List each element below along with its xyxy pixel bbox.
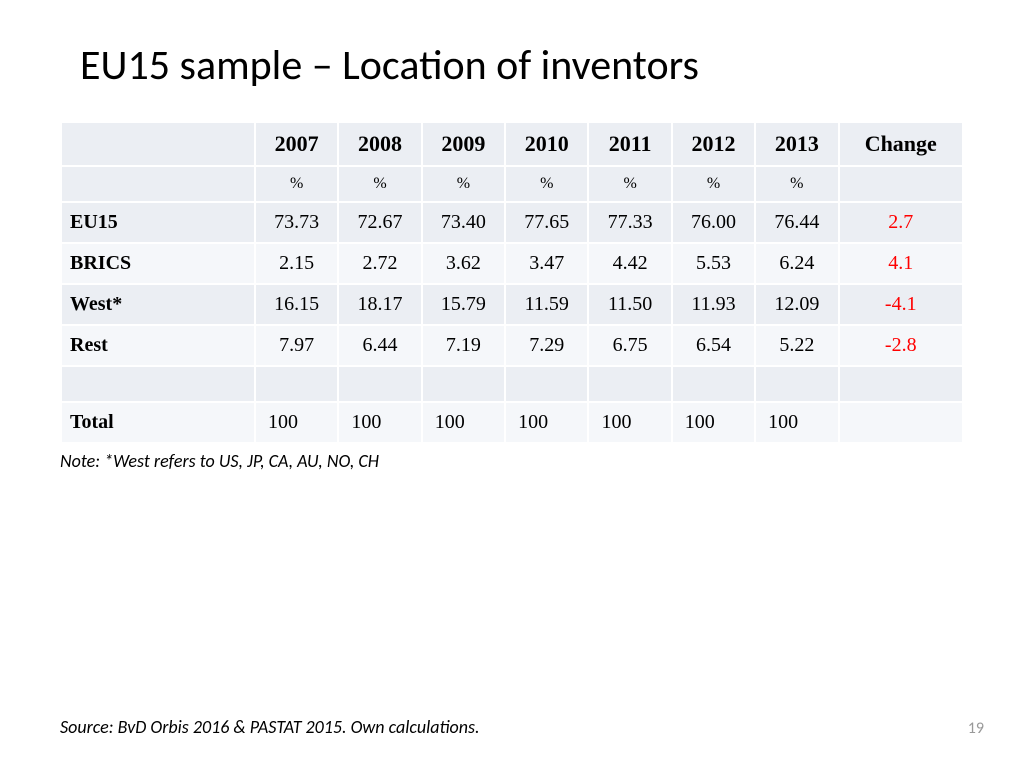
- change-cell: 2.7: [839, 202, 963, 243]
- cell: 18.17: [338, 284, 421, 325]
- cell: 2.72: [338, 243, 421, 284]
- row-label: BRICS: [61, 243, 255, 284]
- year-header: 2008: [338, 122, 421, 166]
- table-row: West* 16.15 18.17 15.79 11.59 11.50 11.9…: [61, 284, 963, 325]
- slide-title: EU15 sample – Location of inventors: [80, 40, 964, 91]
- row-label: West*: [61, 284, 255, 325]
- row-label: Rest: [61, 325, 255, 366]
- total-cell: 100: [588, 402, 671, 443]
- cell: 73.40: [422, 202, 505, 243]
- unit-cell: %: [255, 166, 338, 202]
- cell: 77.33: [588, 202, 671, 243]
- unit-cell: %: [505, 166, 588, 202]
- unit-cell: %: [588, 166, 671, 202]
- total-cell: 100: [672, 402, 755, 443]
- cell: 76.00: [672, 202, 755, 243]
- table-row: EU15 73.73 72.67 73.40 77.65 77.33 76.00…: [61, 202, 963, 243]
- cell: 72.67: [338, 202, 421, 243]
- cell: 5.53: [672, 243, 755, 284]
- change-cell: -4.1: [839, 284, 963, 325]
- cell: 7.29: [505, 325, 588, 366]
- source-text: Source: BvD Orbis 2016 & PASTAT 2015. Ow…: [60, 716, 480, 738]
- cell: 15.79: [422, 284, 505, 325]
- unit-cell: %: [672, 166, 755, 202]
- header-empty: [61, 122, 255, 166]
- year-header: 2009: [422, 122, 505, 166]
- subheader-empty: [61, 166, 255, 202]
- cell: 6.24: [755, 243, 838, 284]
- cell: 7.97: [255, 325, 338, 366]
- table-subheader-row: % % % % % % %: [61, 166, 963, 202]
- change-cell: -2.8: [839, 325, 963, 366]
- change-header: Change: [839, 122, 963, 166]
- table-header-row: 2007 2008 2009 2010 2011 2012 2013 Chang…: [61, 122, 963, 166]
- cell: 11.59: [505, 284, 588, 325]
- year-header: 2010: [505, 122, 588, 166]
- unit-empty: [839, 166, 963, 202]
- cell: 3.47: [505, 243, 588, 284]
- cell: 16.15: [255, 284, 338, 325]
- spacer-row: [61, 366, 963, 402]
- footnote: Note: *West refers to US, JP, CA, AU, NO…: [60, 450, 964, 472]
- total-row: Total 100 100 100 100 100 100 100: [61, 402, 963, 443]
- year-header: 2007: [255, 122, 338, 166]
- unit-cell: %: [422, 166, 505, 202]
- cell: 76.44: [755, 202, 838, 243]
- cell: 12.09: [755, 284, 838, 325]
- cell: 3.62: [422, 243, 505, 284]
- cell: 4.42: [588, 243, 671, 284]
- cell: 2.15: [255, 243, 338, 284]
- cell: 11.93: [672, 284, 755, 325]
- total-cell: 100: [755, 402, 838, 443]
- total-change: [839, 402, 963, 443]
- cell: 5.22: [755, 325, 838, 366]
- slide-container: EU15 sample – Location of inventors 2007…: [0, 0, 1024, 768]
- cell: 6.75: [588, 325, 671, 366]
- cell: 6.54: [672, 325, 755, 366]
- unit-cell: %: [755, 166, 838, 202]
- total-cell: 100: [422, 402, 505, 443]
- cell: 73.73: [255, 202, 338, 243]
- inventors-table: 2007 2008 2009 2010 2011 2012 2013 Chang…: [60, 121, 964, 444]
- cell: 6.44: [338, 325, 421, 366]
- cell: 11.50: [588, 284, 671, 325]
- table-row: Rest 7.97 6.44 7.19 7.29 6.75 6.54 5.22 …: [61, 325, 963, 366]
- row-label: EU15: [61, 202, 255, 243]
- year-header: 2013: [755, 122, 838, 166]
- total-label: Total: [61, 402, 255, 443]
- change-cell: 4.1: [839, 243, 963, 284]
- page-number: 19: [968, 719, 984, 738]
- year-header: 2011: [588, 122, 671, 166]
- cell: 77.65: [505, 202, 588, 243]
- unit-cell: %: [338, 166, 421, 202]
- total-cell: 100: [505, 402, 588, 443]
- total-cell: 100: [338, 402, 421, 443]
- table-row: BRICS 2.15 2.72 3.62 3.47 4.42 5.53 6.24…: [61, 243, 963, 284]
- year-header: 2012: [672, 122, 755, 166]
- cell: 7.19: [422, 325, 505, 366]
- total-cell: 100: [255, 402, 338, 443]
